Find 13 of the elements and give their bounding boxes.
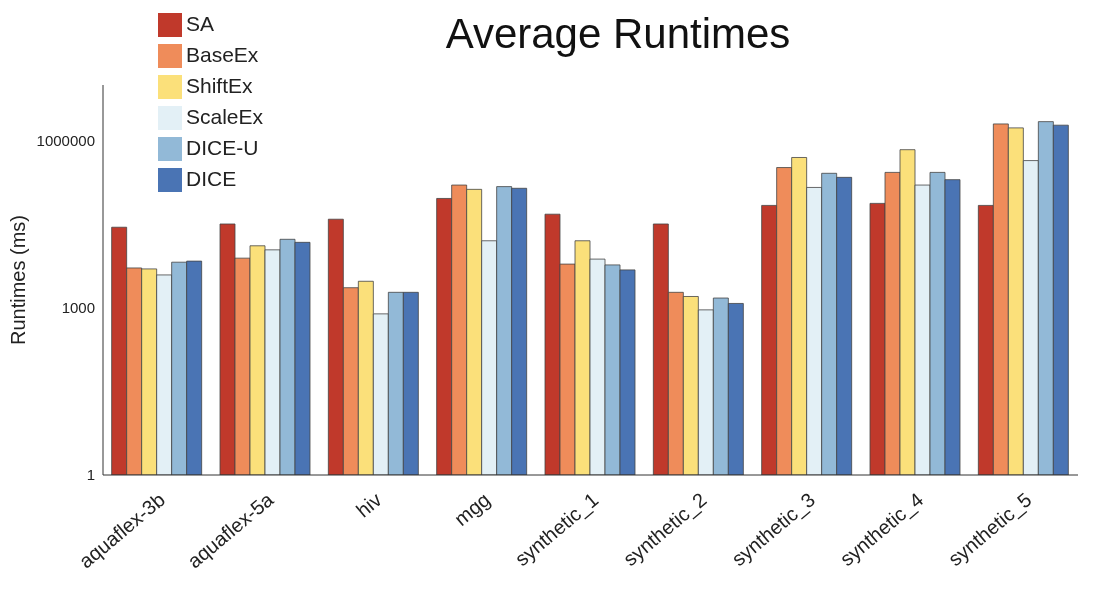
legend-label: ShiftEx [186,74,253,97]
y-axis-title: Runtimes (ms) [7,214,30,346]
legend-label: ScaleEx [186,105,264,128]
legend-label: BaseEx [186,43,259,66]
legend-label: DICE [186,167,237,190]
y-tick-label: 1 [86,466,95,484]
y-tick-label: 1000 [61,299,95,317]
chart-title: Average Runtimes [444,10,792,58]
legend-label: SA [186,12,215,35]
legend-label: DICE-U [186,136,259,159]
x-tick-label: hiv [351,488,386,522]
x-tick-label: mgg [450,488,494,531]
y-tick-label: 1000000 [36,132,95,150]
